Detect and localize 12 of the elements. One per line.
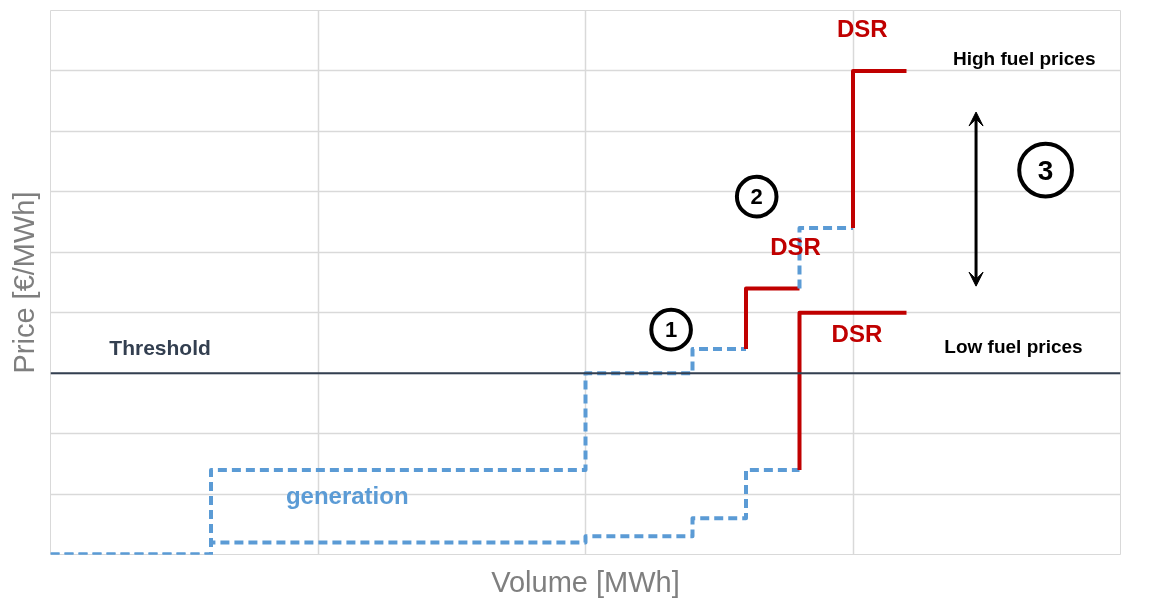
annotation: Low fuel prices <box>944 336 1083 358</box>
series-label: DSR <box>770 232 821 260</box>
series-label: DSR <box>831 319 883 347</box>
text: High fuel prices <box>952 48 1096 70</box>
y-axis-title: Price [€/MWh] <box>7 191 40 374</box>
series-label: generation <box>285 481 409 509</box>
x-axis-title: Volume [MWh] <box>491 565 680 598</box>
annotation: 1 <box>664 317 678 343</box>
annotation: 3 <box>1037 154 1054 186</box>
series-label: DSR <box>836 14 888 42</box>
annotation: 2 <box>750 184 763 210</box>
ref-line-label: Threshold <box>109 335 211 359</box>
